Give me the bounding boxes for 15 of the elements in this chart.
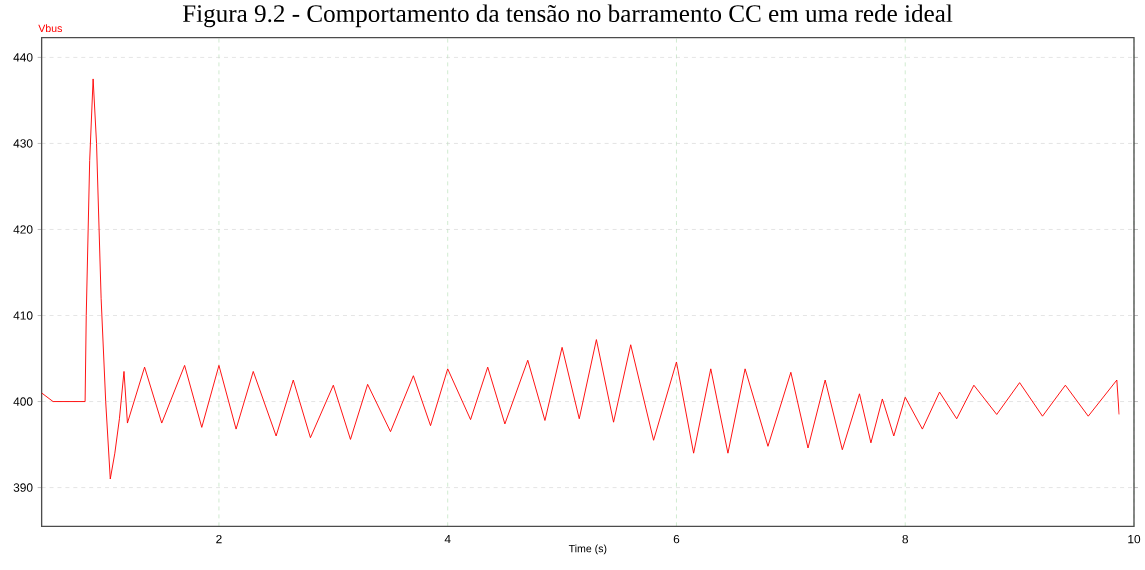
x-tick-label: 4 <box>444 534 451 544</box>
x-tick-label: 10 <box>1128 534 1141 544</box>
line-series <box>41 78 1120 480</box>
y-tick-label: 440 <box>13 53 33 62</box>
x-tick-label: 2 <box>216 534 222 544</box>
y-tick-label: 410 <box>13 311 33 320</box>
chart-title: Figura 9.2 - Comportamento da tensão no barramento CC em uma rede ideal <box>182 4 953 28</box>
y-tick-label: 390 <box>13 483 33 492</box>
y-tick-label: 420 <box>13 225 33 234</box>
y-tick-label: 430 <box>13 139 33 148</box>
x-tick-label: 6 <box>673 534 680 544</box>
y-tick-label: 400 <box>13 397 33 406</box>
x-tick-label: 8 <box>902 534 909 544</box>
text: Vbus <box>38 24 62 33</box>
x-axis-title: Time (s) <box>568 544 607 555</box>
